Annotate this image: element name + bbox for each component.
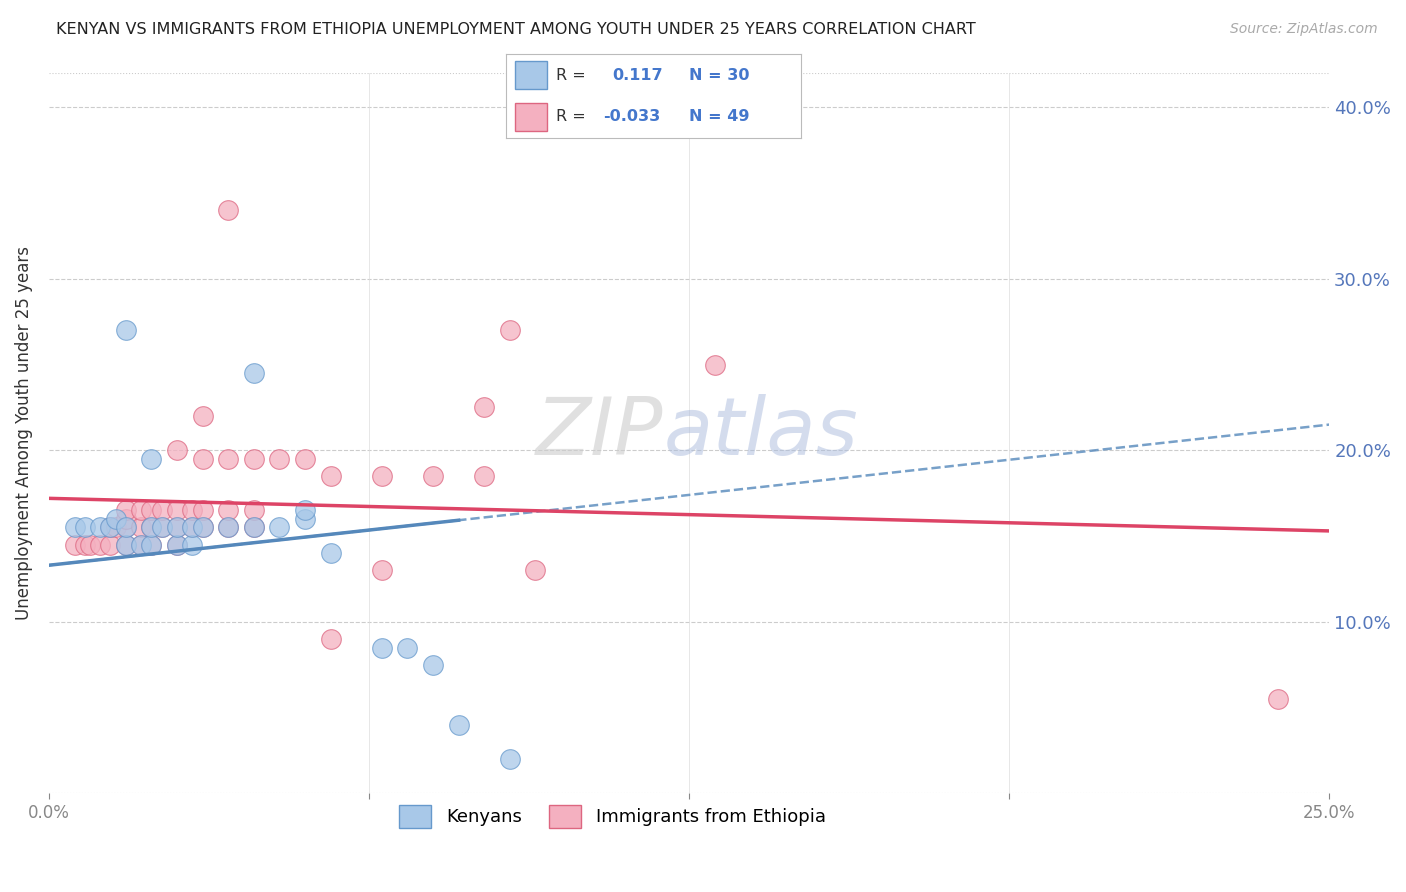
Point <box>371 469 394 483</box>
Point <box>191 503 214 517</box>
Point <box>166 443 188 458</box>
Text: N = 30: N = 30 <box>689 68 749 83</box>
Text: KENYAN VS IMMIGRANTS FROM ETHIOPIA UNEMPLOYMENT AMONG YOUTH UNDER 25 YEARS CORRE: KENYAN VS IMMIGRANTS FROM ETHIOPIA UNEMP… <box>56 22 976 37</box>
Point <box>104 512 127 526</box>
Point <box>100 520 122 534</box>
Point <box>422 469 444 483</box>
Point <box>89 520 111 534</box>
Point <box>141 503 163 517</box>
Point <box>703 358 725 372</box>
Point <box>141 520 163 534</box>
Point <box>217 203 239 218</box>
Text: R =: R = <box>557 109 586 124</box>
Text: R =: R = <box>557 68 586 83</box>
Point <box>472 401 495 415</box>
Bar <box>515 103 547 130</box>
Text: N = 49: N = 49 <box>689 109 749 124</box>
Point <box>63 520 86 534</box>
Point <box>294 451 316 466</box>
Point <box>129 538 152 552</box>
Point <box>524 563 547 577</box>
Point <box>114 503 136 517</box>
Point <box>422 657 444 672</box>
Point <box>166 520 188 534</box>
Point <box>141 520 163 534</box>
Point <box>100 520 122 534</box>
Point <box>1267 692 1289 706</box>
Point <box>129 538 152 552</box>
Point <box>150 520 173 534</box>
Point <box>319 469 342 483</box>
Point <box>114 512 136 526</box>
Point <box>114 538 136 552</box>
Point <box>79 538 101 552</box>
Point <box>181 520 204 534</box>
Point <box>217 451 239 466</box>
Point <box>114 323 136 337</box>
Point <box>114 538 136 552</box>
Point <box>100 538 122 552</box>
Point <box>191 520 214 534</box>
Point <box>396 640 419 655</box>
Point <box>243 503 266 517</box>
Text: 0.117: 0.117 <box>613 68 664 83</box>
Point <box>63 538 86 552</box>
Text: Source: ZipAtlas.com: Source: ZipAtlas.com <box>1230 22 1378 37</box>
Point <box>294 503 316 517</box>
Point <box>73 538 96 552</box>
Point <box>181 503 204 517</box>
Point <box>243 366 266 380</box>
Point <box>499 323 522 337</box>
Point <box>166 538 188 552</box>
Point <box>181 520 204 534</box>
Point <box>191 520 214 534</box>
Point <box>319 632 342 646</box>
Point <box>150 520 173 534</box>
Point <box>243 451 266 466</box>
Point <box>191 451 214 466</box>
Point <box>447 717 470 731</box>
Point <box>371 640 394 655</box>
Text: ZIP: ZIP <box>536 394 664 472</box>
Point <box>191 409 214 423</box>
Point <box>217 503 239 517</box>
Point <box>89 538 111 552</box>
Point <box>243 520 266 534</box>
Point <box>150 503 173 517</box>
Point <box>499 752 522 766</box>
Point <box>319 546 342 560</box>
Point <box>269 520 291 534</box>
Point <box>217 520 239 534</box>
Point <box>243 520 266 534</box>
Point <box>294 512 316 526</box>
Point <box>371 563 394 577</box>
Point <box>129 520 152 534</box>
Text: atlas: atlas <box>664 394 858 472</box>
Bar <box>515 62 547 89</box>
Y-axis label: Unemployment Among Youth under 25 years: Unemployment Among Youth under 25 years <box>15 246 32 620</box>
Point <box>114 520 136 534</box>
Point <box>141 538 163 552</box>
Point <box>141 451 163 466</box>
Text: -0.033: -0.033 <box>603 109 661 124</box>
Point <box>217 520 239 534</box>
Point <box>129 503 152 517</box>
Point <box>104 520 127 534</box>
Point <box>166 503 188 517</box>
Point <box>166 538 188 552</box>
Point <box>114 520 136 534</box>
Point <box>181 538 204 552</box>
Legend: Kenyans, Immigrants from Ethiopia: Kenyans, Immigrants from Ethiopia <box>392 798 832 835</box>
Point <box>166 520 188 534</box>
Point <box>472 469 495 483</box>
Point <box>73 520 96 534</box>
Point <box>141 538 163 552</box>
Point <box>269 451 291 466</box>
